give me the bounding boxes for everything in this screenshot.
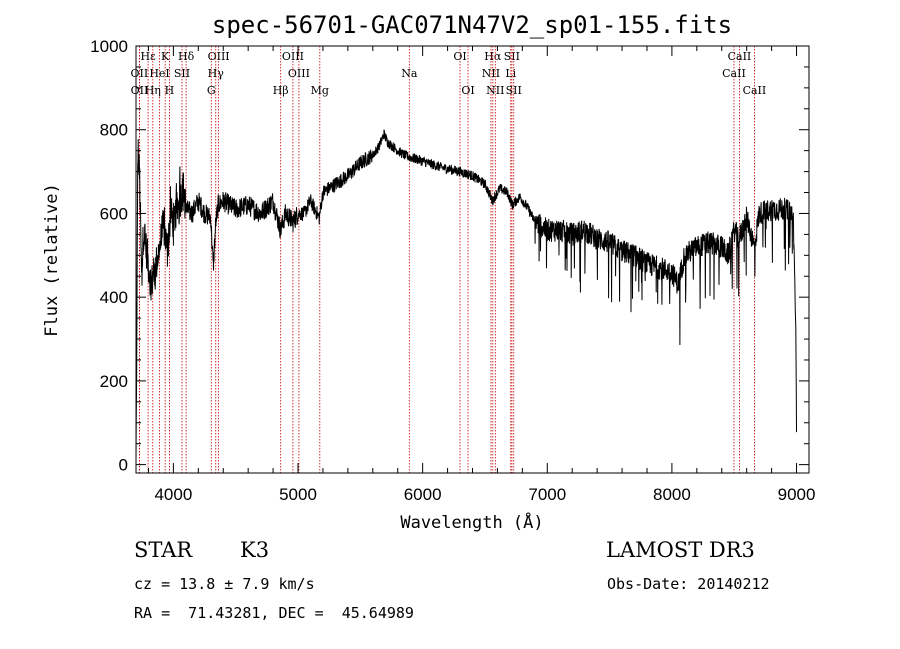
- spectral-line-label: K: [161, 50, 170, 63]
- spectrum-series: [135, 129, 797, 459]
- axis-ticks: 4000 5000 6000 7000 8000 9000 0 200 400 600 800 100…: [90, 37, 815, 504]
- spectral-line-label: CaII: [728, 50, 752, 63]
- spectral-line-label: Hβ: [273, 84, 289, 97]
- spectral-line-label: SII: [504, 50, 520, 63]
- x-axis-label: Wavelength (Å): [400, 511, 543, 533]
- coordinates-text: RA = 71.43281, DEC = 45.64989: [134, 604, 414, 622]
- spectral-line-label: Hη: [145, 84, 161, 97]
- y-tick-label: 1000: [90, 37, 128, 56]
- redshift-text: cz = 13.8 ± 7.9 km/s: [134, 575, 315, 593]
- spectral-line-label: CaII: [743, 84, 767, 97]
- chart-title: spec-56701-GAC071N47V2_sp01-155.fits: [212, 11, 732, 39]
- class-label: STAR: [134, 538, 193, 562]
- spectral-line-label: Hδ: [178, 50, 195, 63]
- y-axis-label: Flux (relative): [42, 183, 62, 337]
- spectral-line-label: HeI: [149, 67, 169, 80]
- spectral-line-label: NII: [482, 67, 500, 80]
- x-tick-label: 5000: [279, 485, 317, 504]
- spectrum-line: [135, 129, 797, 459]
- obs-date-text: Obs-Date: 20140212: [607, 575, 770, 593]
- spectral-line-label: Hε: [140, 50, 156, 63]
- y-tick-label: 800: [100, 121, 128, 140]
- spectral-line-label: OI: [453, 50, 466, 63]
- spectral-line-label: SII: [506, 84, 522, 97]
- spectral-line-label: Hγ: [208, 67, 225, 80]
- plot-frame: [135, 45, 810, 474]
- spectral-line-label: Hα: [484, 50, 502, 63]
- y-tick-label: 400: [100, 288, 128, 307]
- spectral-line-label: Mg: [311, 84, 329, 97]
- spectral-line-label: OIII: [208, 50, 230, 63]
- spectral-line-label: G: [207, 84, 216, 97]
- spectral-line-label: OII: [131, 84, 149, 97]
- y-tick-label: 200: [100, 372, 128, 391]
- y-tick-label: 0: [119, 456, 128, 475]
- x-tick-label: 6000: [404, 485, 442, 504]
- spectral-line-label: OIII: [282, 50, 304, 63]
- y-tick-label: 600: [100, 204, 128, 223]
- subclass-label: K3: [240, 538, 270, 562]
- survey-label: LAMOST DR3: [606, 538, 755, 562]
- x-tick-label: 9000: [778, 485, 816, 504]
- x-tick-label: 7000: [528, 485, 566, 504]
- x-tick-label: 4000: [154, 485, 192, 504]
- spectral-line-label: OIII: [288, 67, 310, 80]
- spectral-line-label: Na: [401, 67, 418, 80]
- spectral-line-label: CaII: [722, 67, 746, 80]
- spectral-line-label: SII: [174, 67, 190, 80]
- spectral-line-label: NII: [486, 84, 504, 97]
- x-tick-label: 8000: [653, 485, 691, 504]
- spectral-line-label: Li: [505, 67, 516, 80]
- spectral-line-label: OI: [461, 84, 474, 97]
- spectral-line-label: H: [165, 84, 175, 97]
